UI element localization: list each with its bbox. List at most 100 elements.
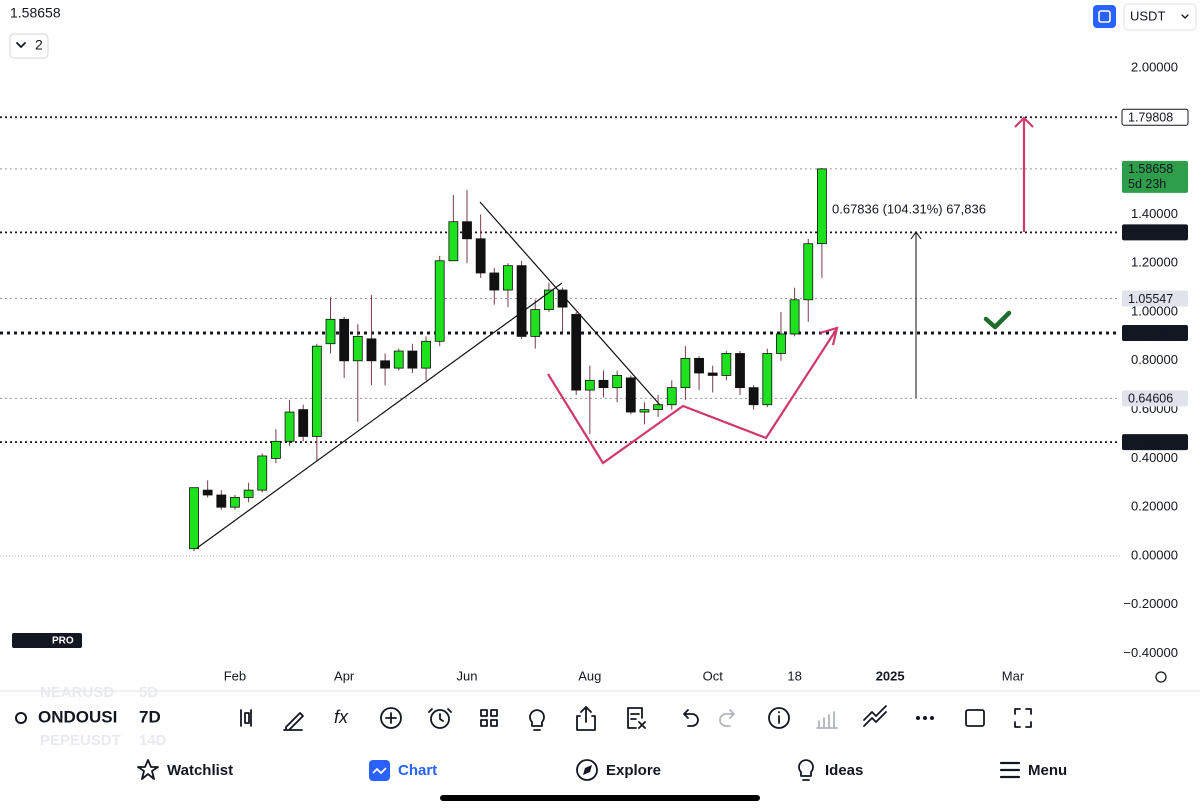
x-tick-label: Aug [578, 668, 601, 683]
currency: USDT [1130, 8, 1165, 23]
level-tag [1121, 108, 1189, 126]
compare-icon[interactable] [863, 705, 887, 727]
level-tag [1122, 224, 1188, 241]
candle-body [407, 350, 418, 369]
x-tick-label: Apr [334, 668, 355, 683]
menu-icon[interactable] [999, 761, 1021, 779]
x-tick-label: Feb [224, 668, 246, 683]
trend-line [479, 201, 661, 406]
ghost-interval: 5D [139, 684, 158, 701]
candle-body [571, 314, 582, 391]
candle-body [530, 309, 541, 337]
candle-body [803, 243, 814, 301]
level-label: 1.32634 [1128, 226, 1173, 240]
y-tick-label: −0.20000 [1123, 596, 1178, 611]
candle-body [270, 440, 281, 459]
volume-icon[interactable] [816, 711, 838, 729]
candle-body [311, 345, 322, 437]
candle-body [584, 379, 595, 391]
ideas-nav-icon[interactable] [798, 759, 814, 781]
draw-icon[interactable] [283, 712, 304, 731]
watchlist-icon[interactable] [137, 759, 159, 780]
candle-body [489, 272, 500, 291]
settings-icon[interactable] [1155, 671, 1167, 683]
nav-chart[interactable]: Chart [398, 762, 437, 779]
level-label: 1.05547 [1128, 292, 1173, 306]
explore-icon-needle [583, 765, 592, 775]
logo-text: PRO [52, 636, 74, 647]
explore-icon[interactable] [576, 759, 598, 781]
y-tick-label: 0.20000 [1131, 499, 1178, 514]
object-tree-icon[interactable] [627, 707, 646, 729]
nav-ideas[interactable]: Ideas [825, 762, 863, 779]
indicators-icon[interactable]: fx [334, 707, 349, 727]
layout-icon[interactable] [480, 709, 498, 727]
candle-body [448, 221, 459, 262]
currency-select[interactable] [1123, 3, 1197, 31]
indicator-toggle[interactable] [9, 33, 49, 59]
y-tick-label: 0.80000 [1131, 352, 1178, 367]
x-tick-label: 18 [787, 668, 801, 683]
sync-button[interactable] [1093, 5, 1116, 28]
candle-body [380, 360, 391, 369]
nav-menu[interactable]: Menu [1028, 762, 1067, 779]
candle-type-icon[interactable] [240, 709, 252, 727]
candles [189, 168, 827, 552]
chevron-icon [16, 42, 26, 48]
more-dot[interactable] [916, 716, 920, 720]
sync-icon [1098, 10, 1111, 23]
candle-body [257, 455, 268, 491]
candle-body [598, 379, 609, 389]
ideas-icon[interactable] [529, 709, 545, 731]
ghost-symbol: NEARUSD [40, 684, 114, 701]
candle-body [612, 375, 623, 389]
undo-icon[interactable] [683, 709, 699, 727]
fullscreen-icon[interactable] [1014, 708, 1032, 728]
candle-body [421, 340, 431, 369]
candle-body [639, 409, 650, 413]
candle-body [325, 318, 336, 345]
candle-body [762, 353, 773, 406]
candle-body [503, 265, 513, 291]
ghost-symbol: PEPEUSDT [40, 732, 121, 749]
add-icon[interactable] [380, 707, 402, 729]
level-label: 0.46659 [1128, 435, 1173, 449]
interval[interactable]: 7D [139, 707, 161, 726]
share-icon[interactable] [576, 706, 596, 731]
pattern-path [547, 329, 837, 465]
y-tick-label: 1.40000 [1131, 206, 1178, 221]
candle-body [680, 357, 691, 389]
countdown: 5d 23h [1128, 177, 1166, 191]
redo-icon[interactable] [719, 709, 735, 727]
chevron-icon [1181, 14, 1189, 19]
levels [0, 116, 1120, 557]
candle-body [817, 168, 827, 245]
more-dot [930, 716, 934, 720]
candle-body [721, 353, 732, 376]
level-label: 1.79808 [1128, 111, 1173, 125]
x-tick-label: 2025 [876, 668, 905, 683]
level-tag [1122, 290, 1188, 307]
landscape-icon[interactable] [965, 709, 985, 727]
candle-body [625, 377, 636, 413]
candle-body [544, 289, 554, 310]
nav-watchlist[interactable]: Watchlist [167, 762, 233, 779]
arrow-head [910, 231, 922, 240]
level-tag [1122, 390, 1188, 407]
candle-body [653, 404, 663, 411]
home-indicator [440, 795, 760, 801]
price-label: 1.58658 [1128, 162, 1173, 176]
symbol[interactable]: ONDOUSI [38, 707, 117, 726]
alert-icon[interactable] [430, 709, 450, 729]
ghost-interval: 14D [139, 732, 167, 749]
y-tick-label: 1.20000 [1131, 255, 1178, 270]
level-tag [1122, 434, 1188, 451]
nav-explore[interactable]: Explore [606, 762, 661, 779]
candle-body [694, 357, 704, 374]
level-label: 0.91380 [1128, 326, 1173, 340]
info-icon[interactable] [768, 707, 790, 729]
trend-line [196, 282, 563, 549]
candle-body [776, 333, 786, 354]
measure-label: 0.67836 (104.31%) 67,836 [832, 201, 986, 216]
